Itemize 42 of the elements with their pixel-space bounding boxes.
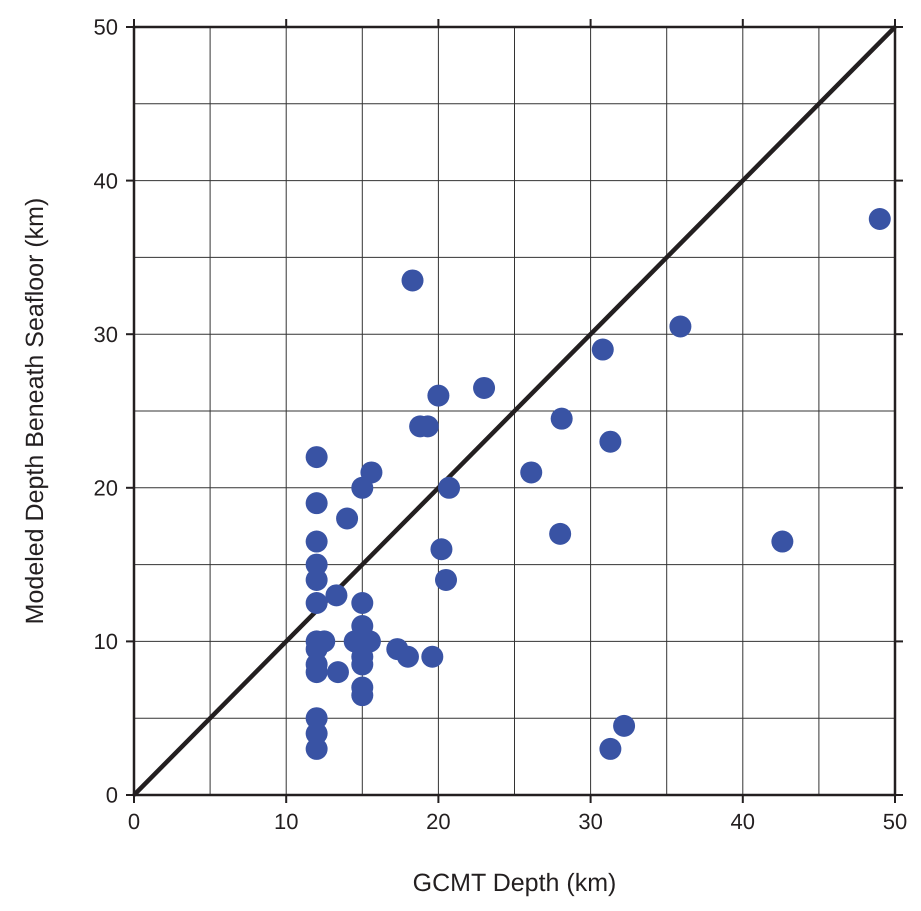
point [326,661,349,684]
point [351,592,374,614]
point [868,208,891,230]
y-tick-label: 30 [94,322,118,347]
point [438,476,460,499]
x-tick-label: 10 [274,809,298,834]
y-tick-label: 40 [94,168,118,194]
point [771,530,794,553]
point [396,646,419,668]
x-tick-label: 50 [882,809,908,834]
x-axis-title: GCMT Depth (km) [412,869,616,897]
y-tick-label: 50 [94,14,118,40]
point [613,714,636,737]
point [430,538,452,560]
point [306,592,328,614]
point [325,584,348,606]
point [549,522,572,545]
point [473,376,496,399]
point [306,446,328,468]
y-tick-label: 10 [94,629,118,654]
point [599,738,622,760]
point [669,316,692,338]
point [427,384,450,407]
point [402,269,424,292]
x-tick-label: 40 [730,809,756,834]
y-tick-label: 20 [94,476,118,500]
y-tick-label: 0 [106,782,118,808]
point [592,338,614,361]
point [306,492,328,514]
point [360,461,382,484]
point [550,408,573,430]
point [336,508,358,530]
point [435,568,458,591]
point [351,476,374,499]
x-tick-label: 20 [426,809,451,834]
point [520,461,542,484]
y-axis-title: Modeled Depth Beneath Seafloor (km) [20,198,49,624]
point [421,646,444,668]
point [599,430,622,453]
x-tick-label: 0 [128,809,140,834]
x-tick-label: 30 [578,809,603,834]
point [306,530,328,553]
